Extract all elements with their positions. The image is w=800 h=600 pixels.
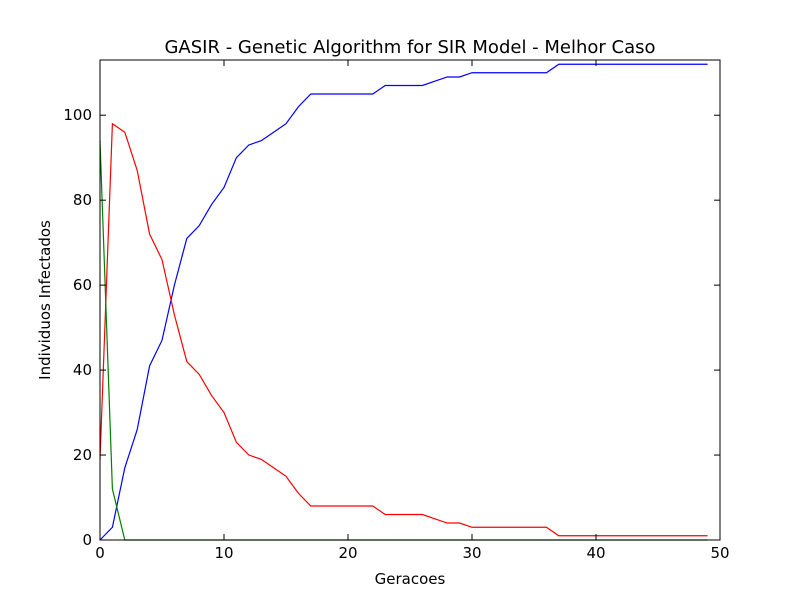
series-line-1 xyxy=(99,63,708,541)
x-tick-label: 50 xyxy=(710,544,729,562)
y-tick-label: 80 xyxy=(73,191,92,209)
x-tick-label: 10 xyxy=(214,544,233,562)
ticks-group: 0 10 20 30 40 50 0 20 40 60 80 100 xyxy=(63,60,730,562)
y-tick-label: 100 xyxy=(63,106,92,124)
x-tick-label: 20 xyxy=(338,544,357,562)
x-tick-label: 0 xyxy=(95,544,105,562)
series-line-2 xyxy=(99,122,708,537)
y-tick-label: 40 xyxy=(73,361,92,379)
y-tick-label: 20 xyxy=(73,446,92,464)
x-tick-label: 30 xyxy=(462,544,481,562)
y-axis-label: Individuos Infectados xyxy=(36,220,54,380)
x-tick-label: 40 xyxy=(586,544,605,562)
plot-area-frame xyxy=(99,59,721,541)
y-tick-label: 60 xyxy=(73,276,92,294)
y-tick-label: 0 xyxy=(82,531,92,549)
chart-title: GASIR - Genetic Algorithm for SIR Model … xyxy=(164,37,655,58)
x-axis-label: Geracoes xyxy=(375,570,446,588)
